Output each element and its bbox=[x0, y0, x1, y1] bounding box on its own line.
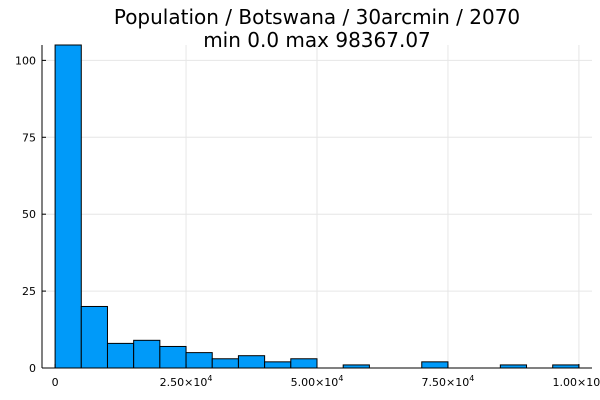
histogram-bar bbox=[185, 352, 213, 369]
y-tick-label: 50 bbox=[22, 208, 36, 221]
histogram-bar bbox=[133, 339, 161, 369]
histogram-bar bbox=[264, 361, 292, 369]
histogram-bar bbox=[106, 342, 135, 369]
histogram-bar bbox=[159, 345, 187, 369]
histogram-bar bbox=[421, 361, 449, 369]
y-tick-label: 0 bbox=[29, 362, 36, 375]
histogram-bar bbox=[211, 358, 239, 369]
x-tick-label: 5.00×104 bbox=[291, 374, 344, 389]
histogram-bar bbox=[54, 44, 82, 369]
histogram-bar bbox=[80, 305, 108, 369]
histogram-bar bbox=[237, 355, 266, 369]
y-tick-label: 75 bbox=[22, 131, 36, 144]
y-tick-label: 25 bbox=[22, 285, 36, 298]
x-tick-label: 2.50×104 bbox=[160, 374, 213, 389]
x-tick-label: 1.00×105 bbox=[552, 374, 600, 389]
y-tick-label: 100 bbox=[15, 54, 36, 67]
x-tick-label: 7.50×104 bbox=[422, 374, 475, 389]
x-tick-label: 0 bbox=[52, 376, 59, 389]
chart-title: Population / Botswana / 30arcmin / 2070 bbox=[113, 5, 521, 29]
histogram-bar bbox=[290, 358, 318, 369]
